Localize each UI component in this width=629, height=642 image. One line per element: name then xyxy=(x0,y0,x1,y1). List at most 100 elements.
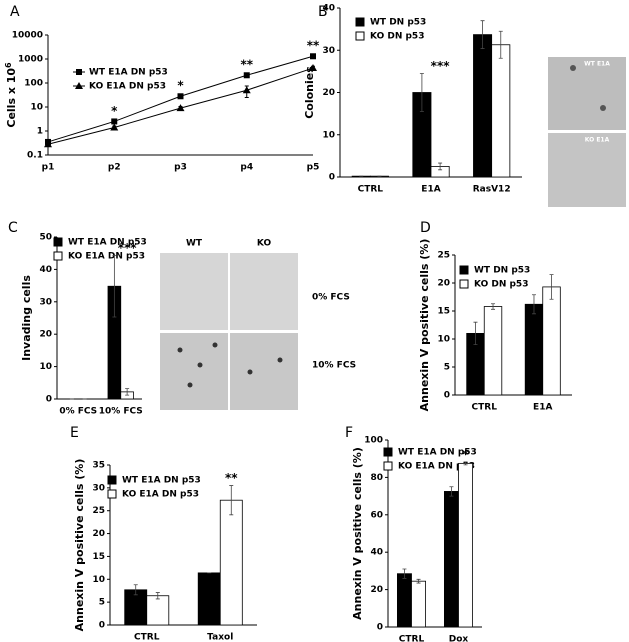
y-tick-label: 50 xyxy=(39,233,52,243)
point xyxy=(111,118,118,125)
inset-image xyxy=(160,253,228,330)
cell xyxy=(247,369,253,375)
legend-swatch xyxy=(355,17,365,27)
error-bar xyxy=(438,162,443,171)
x-tick-label: CTRL xyxy=(358,185,384,195)
bar xyxy=(146,595,170,626)
y-tick-label: 10000 xyxy=(12,31,43,41)
y-tick-label: 0 xyxy=(329,173,335,183)
panel-letter: E xyxy=(70,425,79,441)
inset-column-label: WT xyxy=(186,239,203,249)
y-tick-label: 30 xyxy=(39,297,52,307)
legend-label: WT DN p53 xyxy=(474,266,530,276)
y-tick-label: 10 xyxy=(92,575,105,585)
bar xyxy=(411,580,427,628)
y-tick-label: 0 xyxy=(46,395,52,405)
legend-label: WT E1A DN p53 xyxy=(68,238,147,248)
cell xyxy=(187,382,193,388)
inset-column-label: KO xyxy=(257,239,272,249)
y-tick-label: 10 xyxy=(30,103,43,113)
significance: * xyxy=(111,104,118,118)
bar xyxy=(524,303,544,396)
panel-letter: A xyxy=(10,4,20,20)
cell xyxy=(197,362,203,368)
y-tick-label: 10 xyxy=(322,130,335,140)
colony xyxy=(570,65,576,71)
x-tick-label: CTRL xyxy=(134,633,160,642)
error-bar xyxy=(133,584,138,596)
significance: ** xyxy=(240,57,253,71)
y-tick-label: 0.1 xyxy=(27,151,43,161)
panel-letter: C xyxy=(8,220,18,236)
legend-swatch xyxy=(53,237,63,247)
error-bar xyxy=(491,303,496,310)
y-tick-label: 40 xyxy=(39,265,52,275)
legend-swatch xyxy=(459,265,469,275)
cell xyxy=(212,342,218,348)
inset-row-label: 10% FCS xyxy=(312,361,356,371)
error-bar xyxy=(155,592,160,600)
y-tick-label: 15 xyxy=(92,552,105,562)
y-axis-label: Invading cells xyxy=(20,275,33,361)
x-tick-label: p4 xyxy=(240,163,253,173)
x-tick-label: 0% FCS xyxy=(59,407,97,417)
bar xyxy=(396,573,412,628)
y-axis-label: Annexin V positive cells (%) xyxy=(73,459,86,632)
y-tick-label: 40 xyxy=(322,4,335,14)
y-axis-label: Cells x 106 xyxy=(4,62,19,128)
x-tick-label: CTRL xyxy=(472,403,498,413)
legend-swatch xyxy=(355,31,365,41)
significance: *** xyxy=(431,59,451,73)
inset-label: KO E1A xyxy=(585,137,610,144)
y-tick-label: 25 xyxy=(437,251,450,261)
legend-label: WT E1A DN p53 xyxy=(89,68,168,78)
inset-row-label: 0% FCS xyxy=(312,293,350,303)
bar xyxy=(219,499,243,626)
y-tick-label: 10 xyxy=(437,335,450,345)
legend-label: KO E1A DN p53 xyxy=(68,252,145,262)
legend-marker xyxy=(76,69,82,75)
inset-label: WT E1A xyxy=(584,61,610,68)
significance: ** xyxy=(225,471,238,485)
legend-swatch xyxy=(107,475,117,485)
y-tick-label: 35 xyxy=(92,461,105,471)
inset-image xyxy=(548,57,626,130)
error-bar xyxy=(473,321,478,345)
y-axis-label: Colonies xyxy=(303,66,316,119)
y-tick-label: 20 xyxy=(322,88,335,98)
y-axis-label-exponent: 6 xyxy=(4,62,13,68)
inset-image xyxy=(230,333,298,410)
cell xyxy=(277,357,283,363)
y-tick-label: 100 xyxy=(364,436,383,446)
y-tick-label: 20 xyxy=(92,529,105,539)
legend-label: WT E1A DN p53 xyxy=(398,448,477,458)
point xyxy=(243,72,250,79)
point xyxy=(176,104,185,112)
y-tick-label: 100 xyxy=(24,79,43,89)
point xyxy=(242,86,251,94)
y-tick-label: 80 xyxy=(370,473,383,483)
y-tick-label: 20 xyxy=(39,330,52,340)
legend-swatch xyxy=(383,461,393,471)
legend-marker xyxy=(75,82,83,89)
error-bar xyxy=(416,578,421,584)
bar xyxy=(197,572,221,626)
error-bar xyxy=(112,255,117,318)
legend-label: KO DN p53 xyxy=(370,32,424,42)
y-tick-label: 25 xyxy=(92,506,105,516)
legend-swatch xyxy=(107,489,117,499)
y-axis-label: Annexin V positive cells (%) xyxy=(351,447,364,620)
y-tick-label: 0 xyxy=(444,391,450,401)
y-tick-label: 40 xyxy=(370,548,383,558)
x-tick-label: RasV12 xyxy=(473,185,511,195)
bar xyxy=(473,34,493,178)
inset-image xyxy=(230,253,298,330)
y-tick-label: 1000 xyxy=(18,55,43,65)
x-tick-label: p2 xyxy=(108,163,121,173)
legend-swatch xyxy=(459,279,469,289)
y-axis-label-text: Invading cells xyxy=(20,275,33,361)
legend-label: WT DN p53 xyxy=(370,18,426,28)
y-axis-label-text: Annexin V positive cells (%) xyxy=(73,459,86,632)
error-bar xyxy=(449,486,454,497)
